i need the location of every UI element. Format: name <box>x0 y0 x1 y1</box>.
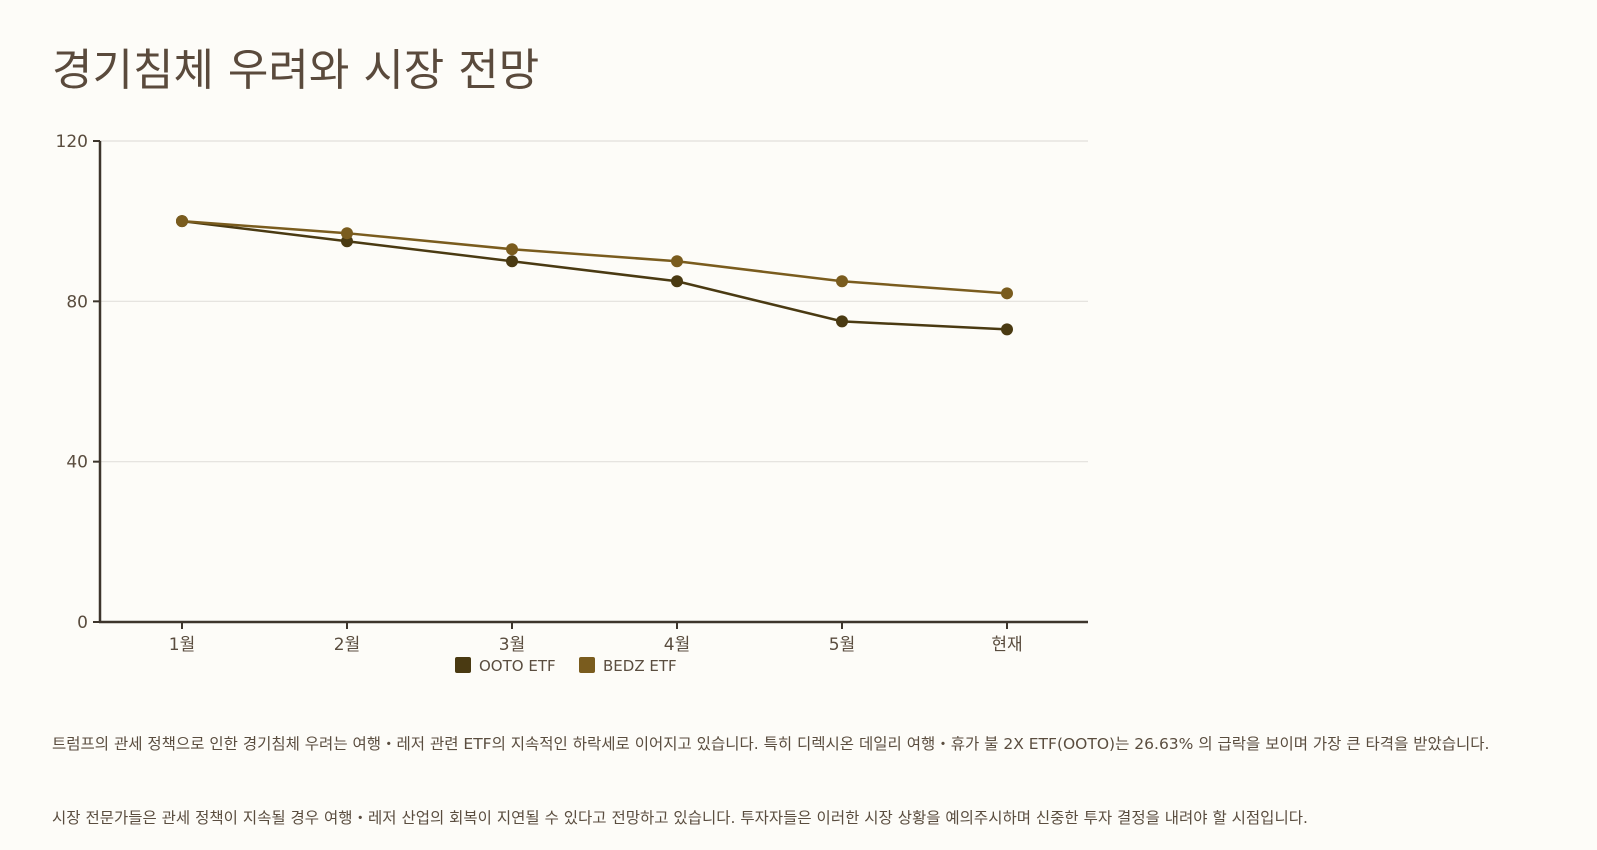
data-point-1 <box>1001 323 1013 336</box>
legend-label-1: OOTO ETF <box>479 657 556 675</box>
legend-swatch-2 <box>579 657 595 673</box>
data-point-2 <box>341 227 353 240</box>
y-tick-label: 40 <box>66 453 88 473</box>
legend-label-2: BEDZ ETF <box>603 657 677 675</box>
paragraph-2: 시장 전문가들은 관세 정책이 지속될 경우 여행・레저 산업의 회복이 지연될… <box>52 809 1308 827</box>
x-tick-label: 2월 <box>334 635 360 655</box>
legend-swatch-1 <box>455 657 471 673</box>
paragraph-1: 트럼프의 관세 정책으로 인한 경기침체 우려는 여행・레저 관련 ETF의 지… <box>52 735 1490 753</box>
data-point-2 <box>506 243 518 256</box>
data-point-1 <box>506 255 518 268</box>
chart-container: 0 40 80 120 1월 2월 3월 4월 5월 현재 OOTO ETF BEDZ ETF <box>56 132 1088 675</box>
x-tick-label: 5월 <box>829 635 855 655</box>
data-point-1 <box>836 315 848 328</box>
data-point-2 <box>671 255 683 268</box>
data-point-1 <box>671 275 683 288</box>
x-tick-label: 4월 <box>664 635 690 655</box>
page-title: 경기침체 우려와 시장 전망 <box>52 45 540 96</box>
x-tick-label: 현재 <box>991 635 1022 655</box>
data-point-2 <box>836 275 848 288</box>
x-tick-label: 1월 <box>169 635 195 655</box>
y-tick-label: 120 <box>56 132 88 152</box>
data-point-2 <box>1001 287 1013 300</box>
data-point-2 <box>176 215 188 228</box>
x-tick-label: 3월 <box>499 635 525 655</box>
series-line-1 <box>181 219 1008 331</box>
series-line-2 <box>181 219 1008 295</box>
line-chart: 0 40 80 120 1월 2월 3월 4월 5월 현재 OOTO ETF BEDZ ETF <box>56 132 1088 675</box>
y-tick-label: 0 <box>77 613 88 633</box>
y-tick-label: 80 <box>66 292 88 312</box>
